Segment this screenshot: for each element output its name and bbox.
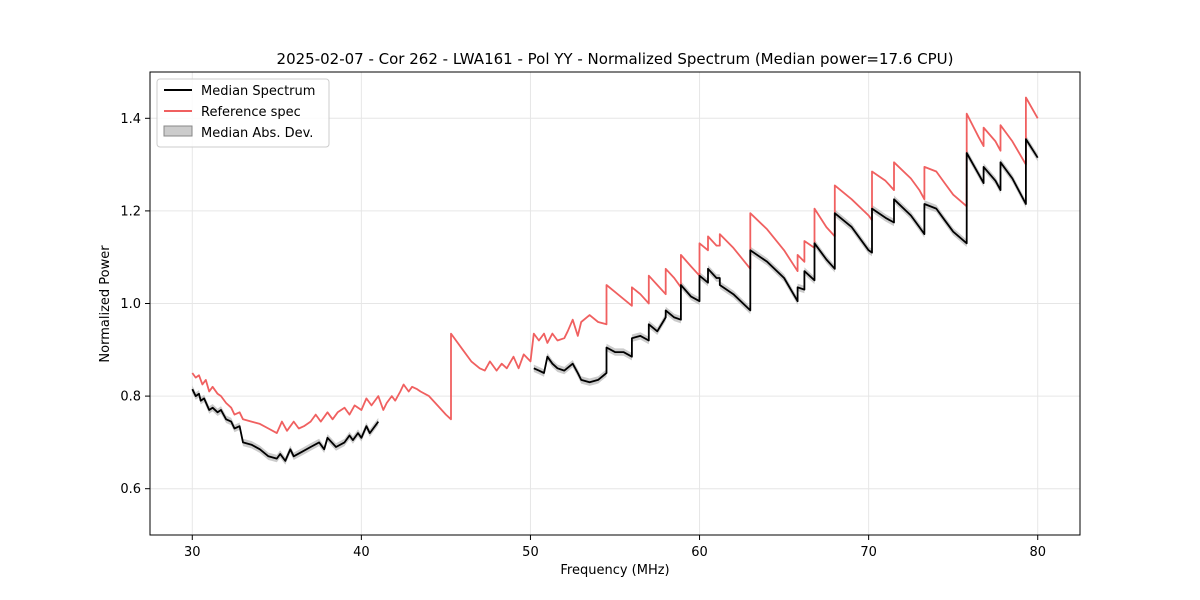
chart-title: 2025-02-07 - Cor 262 - LWA161 - Pol YY -… <box>277 50 954 68</box>
y-tick-label: 1.4 <box>120 112 141 127</box>
y-tick-label: 1.2 <box>120 204 141 219</box>
y-tick-label: 0.6 <box>120 482 141 497</box>
median-spectrum-line <box>191 388 380 462</box>
x-axis: 30 40 50 60 70 80 <box>184 535 1046 560</box>
x-tick-label: 70 <box>860 545 877 560</box>
x-tick-label: 40 <box>353 545 370 560</box>
median-spectrum-line <box>533 138 1039 384</box>
y-tick-label: 1.0 <box>120 297 141 312</box>
legend-label-median: Median Spectrum <box>201 84 315 99</box>
legend: Median Spectrum Reference spec Median Ab… <box>156 78 330 148</box>
x-tick-label: 50 <box>522 545 539 560</box>
legend-swatch-mad <box>163 125 193 137</box>
y-axis: 0.6 0.8 1.0 1.2 1.4 <box>120 112 150 497</box>
legend-label-reference: Reference spec <box>201 105 301 120</box>
legend-label-mad: Median Abs. Dev. <box>201 126 313 141</box>
mad-band <box>192 385 379 465</box>
x-tick-label: 80 <box>1029 545 1046 560</box>
y-axis-label: Normalized Power <box>98 245 113 363</box>
y-tick-label: 0.8 <box>120 390 141 405</box>
x-tick-label: 30 <box>184 545 201 560</box>
x-axis-label: Frequency (MHz) <box>560 563 669 578</box>
x-tick-label: 60 <box>691 545 708 560</box>
plot-area <box>191 96 1039 465</box>
legend-box <box>156 78 330 148</box>
